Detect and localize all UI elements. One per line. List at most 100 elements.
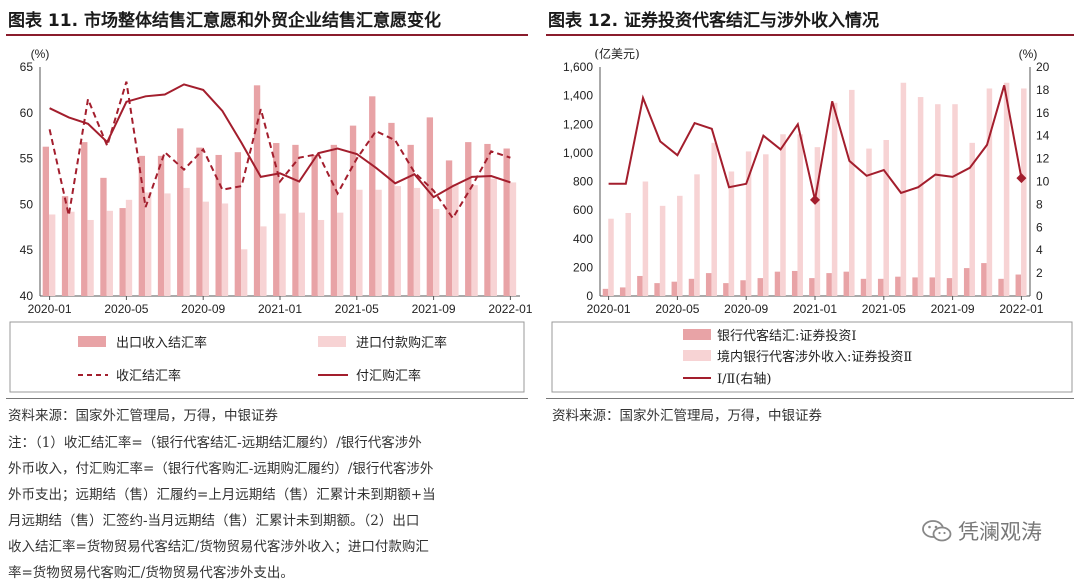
bar-settlement: [1015, 274, 1022, 296]
x-tick-label: 2021-01: [793, 302, 837, 316]
y-left-tick-label: 1,000: [563, 146, 593, 160]
bar-export: [138, 155, 146, 296]
y-axis-unit: (%): [31, 47, 50, 61]
right-source-rule: [546, 398, 1074, 399]
bar-settlement: [946, 278, 953, 296]
legend-swatch: [683, 350, 711, 361]
y-right-tick-label: 10: [1036, 175, 1050, 189]
bar-import: [183, 187, 190, 296]
bar-receipts: [952, 104, 958, 297]
x-tick-label: 2020-05: [655, 302, 699, 316]
bar-import: [413, 187, 421, 296]
bar-settlement: [740, 280, 746, 296]
bar-settlement: [998, 278, 1004, 296]
bar-export: [465, 142, 472, 296]
y-right-tick-label: 6: [1036, 220, 1043, 234]
bar-receipts: [1021, 88, 1027, 296]
y-right-tick-label: 4: [1036, 243, 1043, 257]
bar-settlement: [912, 277, 918, 296]
bar-receipts: [986, 88, 993, 296]
bar-export: [42, 146, 50, 296]
bar-export: [445, 160, 453, 296]
left-source: 资料来源：国家外汇管理局，万得，中银证券: [8, 408, 278, 424]
bar-receipts: [849, 89, 855, 297]
bar-receipts: [969, 142, 975, 296]
x-tick-label: 2021-09: [412, 302, 456, 316]
bar-settlement: [895, 276, 901, 296]
bar-import: [106, 210, 113, 296]
bar-export: [253, 85, 261, 296]
y-right-tick-label: 20: [1036, 60, 1050, 74]
y-left-tick-label: 800: [573, 175, 593, 189]
legend-label: 出口收入结汇率: [116, 335, 207, 351]
right-chart-title: 图表 12. 证券投资代客结汇与涉外收入情况: [548, 11, 879, 31]
y-left-unit: (亿美元): [594, 46, 639, 61]
y-right-tick-label: 0: [1036, 289, 1043, 303]
bar-import: [125, 199, 133, 296]
x-tick-label: 2021-05: [862, 302, 906, 316]
bar-receipts: [866, 148, 872, 296]
bar-export: [311, 154, 318, 296]
bar-export: [330, 144, 338, 296]
bar-import: [298, 212, 305, 296]
bar-export: [234, 152, 242, 296]
ratio-marker: [1016, 173, 1027, 184]
left-chart: (%) 40 45 50 55 60 65 2020-01 2020-05 2020-09 2021…: [9, 47, 533, 393]
left-source-rule: [6, 398, 528, 399]
bar-settlement: [602, 288, 609, 296]
bar-receipts: [659, 205, 666, 296]
bar-import: [337, 212, 344, 296]
y-tick-label: 45: [20, 243, 34, 257]
bar-import: [145, 192, 152, 296]
bar-export: [273, 143, 280, 296]
note-line: 月远期结（售）汇签约-当月远期结（售）汇累计未到期额。（2）出口: [8, 513, 420, 529]
bar-export: [369, 96, 376, 296]
left-chart-title: 图表 11. 市场整体结售汇意愿和外贸企业结售汇意愿变化: [8, 11, 441, 31]
bar-import: [87, 219, 94, 296]
y-right-tick-label: 16: [1036, 106, 1050, 120]
bar-settlement: [637, 275, 643, 296]
bar-receipts: [883, 139, 889, 296]
bar-import: [433, 208, 440, 296]
note-line: 外币支出；远期结（售）汇履约=上月远期结（售）汇累计未到期额+当: [8, 487, 436, 503]
y-right-tick-label: 14: [1036, 129, 1050, 143]
y-tick-label: 65: [20, 60, 34, 74]
bar-receipts: [797, 134, 803, 296]
x-tick-label: 2022-01: [488, 302, 532, 316]
bar-settlement: [705, 273, 712, 296]
bar-export: [100, 177, 107, 296]
bar-receipts: [608, 218, 614, 296]
bar-settlement: [774, 271, 781, 296]
bar-receipts: [763, 154, 769, 296]
bar-settlement: [843, 271, 850, 296]
bar-receipts: [900, 82, 907, 297]
watermark: 凭澜观涛: [922, 516, 1042, 546]
watermark-text: 凭澜观涛: [958, 520, 1042, 544]
bar-receipts: [831, 102, 838, 296]
bar-import: [260, 226, 267, 296]
legend-swatch: [318, 336, 346, 347]
y-left-tick-label: 200: [573, 260, 593, 274]
bar-export: [61, 196, 69, 296]
bar-receipts: [728, 171, 735, 296]
bar-export: [388, 122, 395, 296]
y-right-tick-label: 2: [1036, 266, 1043, 280]
ratio-marker: [810, 194, 820, 205]
x-tick-label: 2020-09: [724, 302, 768, 316]
x-tick-label: 2020-01: [587, 302, 631, 316]
x-tick-label: 2022-01: [999, 302, 1043, 316]
legend-swatch: [683, 329, 711, 340]
legend-swatch: [78, 336, 106, 347]
legend-box: [551, 321, 1073, 393]
bar-receipts: [677, 195, 683, 296]
legend-label: 进口付款购汇率: [356, 335, 447, 351]
bar-settlement: [671, 281, 678, 296]
bar-import: [452, 184, 459, 296]
bar-receipts: [1003, 82, 1010, 297]
y-right-unit: (%): [1019, 47, 1038, 61]
bar-import: [49, 214, 56, 296]
bar-settlement: [809, 278, 815, 296]
bar-export: [157, 155, 165, 296]
bar-receipts: [780, 134, 786, 296]
bar-receipts: [642, 181, 649, 296]
